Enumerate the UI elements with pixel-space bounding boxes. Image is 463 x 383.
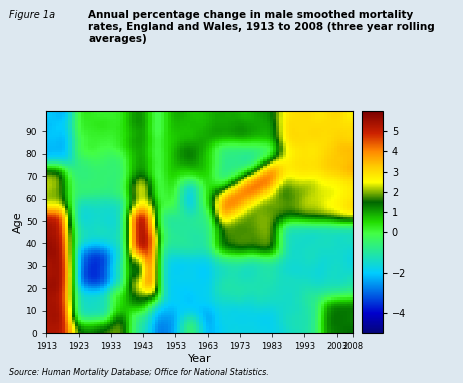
Text: Figure 1a: Figure 1a xyxy=(9,10,55,20)
Y-axis label: Age: Age xyxy=(13,211,23,233)
X-axis label: Year: Year xyxy=(188,354,211,364)
Text: Annual percentage change in male smoothed mortality
rates, England and Wales, 19: Annual percentage change in male smoothe… xyxy=(88,10,434,44)
Text: Source: Human Mortality Database; Office for National Statistics.: Source: Human Mortality Database; Office… xyxy=(9,368,269,377)
